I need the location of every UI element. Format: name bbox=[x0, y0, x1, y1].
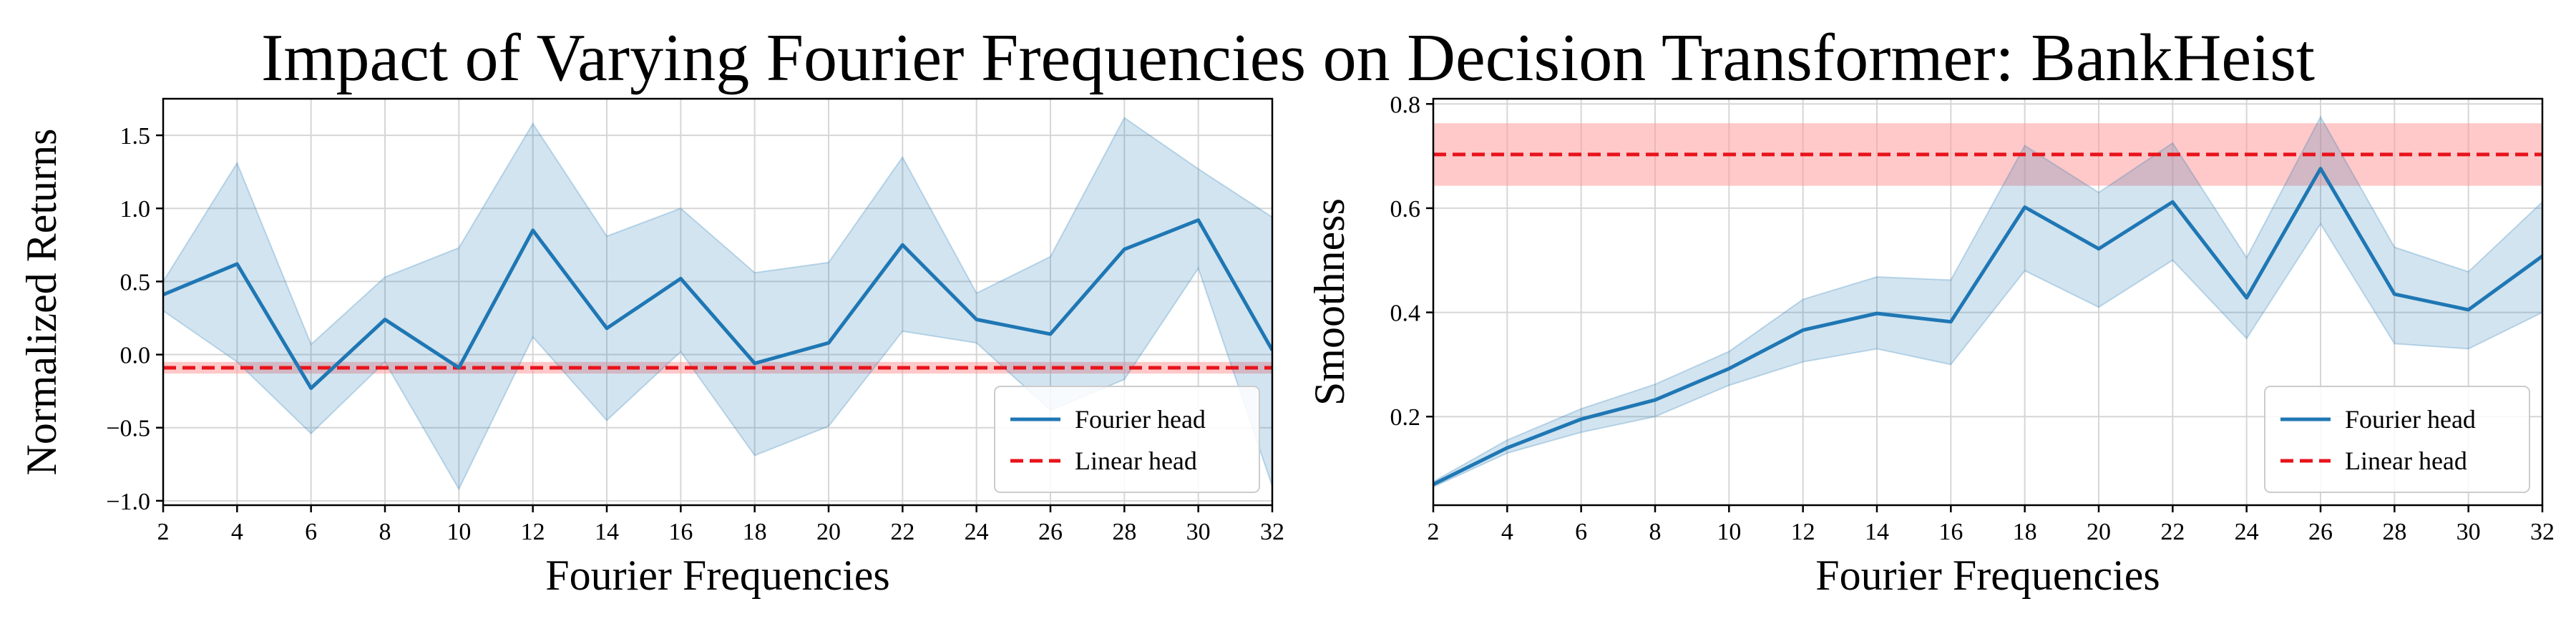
x-tick-label: 16 bbox=[668, 519, 693, 545]
figure-title: Impact of Varying Fourier Frequencies on… bbox=[261, 21, 2315, 95]
chart-panel-normalized-returns: 2 4 6 8 10 12 14 16 18 20 22 24 26 28 30 32−1.0−0.50.00… bbox=[18, 97, 1284, 599]
y-tick-label: −0.5 bbox=[106, 416, 150, 442]
x-tick-label: 2 bbox=[157, 519, 170, 545]
x-tick-label: 8 bbox=[1649, 519, 1662, 545]
x-tick-label: 20 bbox=[816, 519, 841, 545]
x-tick-label: 32 bbox=[2530, 519, 2555, 545]
y-tick-label: 0.4 bbox=[1390, 301, 1421, 327]
x-tick-label: 28 bbox=[1112, 519, 1136, 545]
x-tick-label: 6 bbox=[1575, 519, 1587, 545]
legend-label-fourier: Fourier head bbox=[1075, 405, 1206, 434]
x-tick-label: 4 bbox=[1501, 519, 1513, 545]
x-tick-label: 14 bbox=[1865, 519, 1889, 545]
legend-label-fourier: Fourier head bbox=[2345, 405, 2476, 434]
x-tick-label: 32 bbox=[1260, 519, 1284, 545]
axes-frame bbox=[162, 97, 1274, 507]
x-axis-label: Fourier Frequencies bbox=[545, 552, 890, 599]
x-tick-label: 30 bbox=[2457, 519, 2481, 545]
x-tick-label: 24 bbox=[965, 519, 989, 545]
chart-panel-smoothness: 2 4 6 8 10 12 14 16 18 20 22 24 26 28 30 320.20.40.60.8… bbox=[1306, 92, 2555, 599]
x-tick-label: 12 bbox=[1791, 519, 1815, 545]
x-tick-label: 24 bbox=[2235, 519, 2259, 545]
x-tick-label: 26 bbox=[2308, 519, 2333, 545]
plot-area bbox=[163, 117, 1272, 491]
x-tick-label: 26 bbox=[1038, 519, 1063, 545]
x-tick-label: 8 bbox=[379, 519, 391, 545]
x-tick-label: 18 bbox=[743, 519, 767, 545]
x-tick-label: 22 bbox=[2160, 519, 2185, 545]
y-tick-label: −1.0 bbox=[106, 489, 150, 515]
y-tick-label: 0.5 bbox=[120, 269, 151, 296]
y-tick-label: 1.0 bbox=[120, 196, 151, 223]
y-tick-label: 0.8 bbox=[1390, 92, 1421, 118]
x-tick-label: 22 bbox=[890, 519, 914, 545]
x-tick-label: 4 bbox=[231, 519, 243, 545]
x-tick-label: 10 bbox=[1717, 519, 1741, 545]
legend: Fourier head Linear head bbox=[2264, 386, 2530, 493]
x-tick-label: 18 bbox=[2013, 519, 2037, 545]
plot-area bbox=[1433, 115, 2542, 488]
y-tick-label: 0.6 bbox=[1390, 196, 1421, 223]
x-tick-label: 14 bbox=[595, 519, 619, 545]
y-tick-label: 0.0 bbox=[120, 343, 151, 369]
x-tick-label: 6 bbox=[305, 519, 317, 545]
x-tick-label: 16 bbox=[1938, 519, 1963, 545]
legend-label-linear: Linear head bbox=[2345, 447, 2467, 475]
fourier-head-line bbox=[163, 218, 1272, 390]
x-tick-label: 2 bbox=[1428, 519, 1440, 545]
x-tick-label: 28 bbox=[2382, 519, 2406, 545]
y-tick-label: 1.5 bbox=[120, 123, 151, 150]
y-axis-label: Normalized Returns bbox=[18, 129, 65, 476]
x-axis-label: Fourier Frequencies bbox=[1815, 552, 2160, 599]
legend-box bbox=[994, 386, 1260, 493]
fourier-head-band bbox=[163, 117, 1272, 491]
fourier-head-line bbox=[1433, 167, 2542, 487]
y-tick-label: 0.2 bbox=[1390, 404, 1421, 431]
legend-box bbox=[2264, 386, 2530, 493]
legend: Fourier head Linear head bbox=[994, 386, 1260, 493]
legend-label-linear: Linear head bbox=[1075, 447, 1197, 475]
x-tick-label: 12 bbox=[521, 519, 545, 545]
x-tick-label: 30 bbox=[1186, 519, 1211, 545]
y-axis-label: Smoothness bbox=[1306, 198, 1353, 406]
fourier-head-band bbox=[1433, 115, 2542, 488]
axes-frame bbox=[1432, 97, 2544, 507]
linear-head-band bbox=[163, 361, 1272, 374]
x-tick-label: 10 bbox=[447, 519, 471, 545]
x-tick-label: 20 bbox=[2087, 519, 2111, 545]
